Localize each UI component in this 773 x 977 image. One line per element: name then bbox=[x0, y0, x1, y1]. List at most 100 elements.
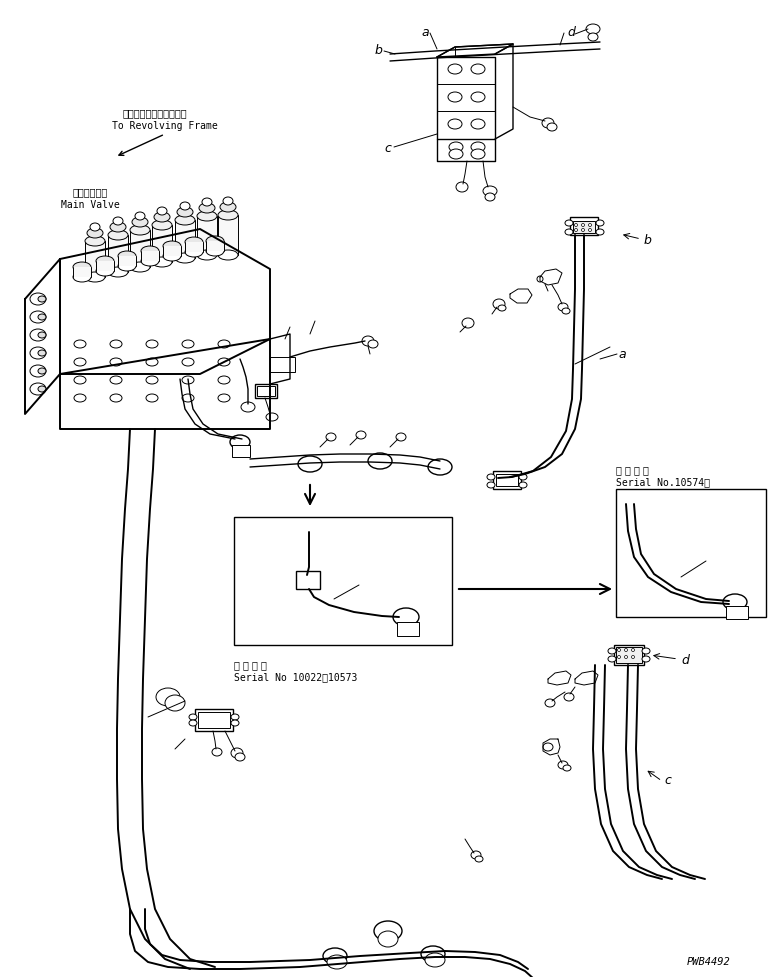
Ellipse shape bbox=[608, 657, 616, 662]
Ellipse shape bbox=[327, 956, 347, 969]
Ellipse shape bbox=[206, 236, 224, 247]
Ellipse shape bbox=[212, 748, 222, 756]
Ellipse shape bbox=[85, 236, 105, 247]
Ellipse shape bbox=[471, 143, 485, 152]
Ellipse shape bbox=[326, 434, 336, 442]
Ellipse shape bbox=[223, 197, 233, 206]
Ellipse shape bbox=[152, 221, 172, 231]
Ellipse shape bbox=[396, 434, 406, 442]
Ellipse shape bbox=[146, 395, 158, 403]
Bar bbox=[255, 385, 277, 399]
Ellipse shape bbox=[471, 120, 485, 130]
Ellipse shape bbox=[74, 376, 86, 385]
Ellipse shape bbox=[356, 432, 366, 440]
Bar bbox=[163, 247, 181, 257]
Ellipse shape bbox=[118, 252, 136, 262]
Ellipse shape bbox=[141, 247, 159, 257]
Bar bbox=[197, 217, 217, 256]
Ellipse shape bbox=[588, 225, 591, 228]
Ellipse shape bbox=[74, 359, 86, 366]
Bar bbox=[573, 222, 595, 234]
Text: Main Valve: Main Valve bbox=[60, 199, 119, 210]
Ellipse shape bbox=[378, 931, 398, 947]
Ellipse shape bbox=[30, 365, 46, 378]
Ellipse shape bbox=[537, 276, 543, 282]
Bar bbox=[175, 221, 195, 259]
Ellipse shape bbox=[625, 656, 628, 658]
Ellipse shape bbox=[197, 251, 217, 261]
Text: c: c bbox=[384, 142, 391, 154]
Ellipse shape bbox=[108, 268, 128, 277]
Ellipse shape bbox=[632, 656, 635, 658]
Ellipse shape bbox=[177, 208, 193, 218]
Text: d: d bbox=[681, 653, 689, 665]
Ellipse shape bbox=[596, 230, 604, 235]
Ellipse shape bbox=[230, 436, 250, 449]
Ellipse shape bbox=[642, 657, 650, 662]
Bar bbox=[185, 242, 203, 253]
Ellipse shape bbox=[231, 714, 239, 720]
Ellipse shape bbox=[154, 213, 170, 223]
Ellipse shape bbox=[38, 351, 46, 357]
Ellipse shape bbox=[38, 368, 46, 374]
Ellipse shape bbox=[110, 376, 122, 385]
Ellipse shape bbox=[618, 649, 621, 652]
Ellipse shape bbox=[231, 748, 243, 758]
Ellipse shape bbox=[564, 694, 574, 701]
Ellipse shape bbox=[558, 761, 568, 769]
Bar bbox=[616, 648, 642, 663]
Ellipse shape bbox=[475, 856, 483, 862]
Ellipse shape bbox=[189, 720, 197, 726]
Ellipse shape bbox=[180, 203, 190, 211]
Ellipse shape bbox=[38, 297, 46, 303]
Ellipse shape bbox=[175, 216, 195, 226]
Ellipse shape bbox=[146, 359, 158, 366]
Ellipse shape bbox=[113, 218, 123, 226]
Ellipse shape bbox=[157, 208, 167, 216]
Ellipse shape bbox=[428, 459, 452, 476]
Ellipse shape bbox=[108, 231, 128, 240]
Bar bbox=[85, 241, 105, 277]
Ellipse shape bbox=[421, 946, 445, 962]
Ellipse shape bbox=[96, 257, 114, 267]
Ellipse shape bbox=[218, 211, 238, 221]
Text: a: a bbox=[618, 348, 626, 361]
Text: 適 用 号 機: 適 用 号 機 bbox=[616, 464, 649, 475]
Ellipse shape bbox=[563, 765, 571, 771]
Text: PWB4492: PWB4492 bbox=[686, 956, 730, 966]
Ellipse shape bbox=[362, 337, 374, 347]
Ellipse shape bbox=[448, 64, 462, 75]
Text: d: d bbox=[567, 25, 575, 38]
Ellipse shape bbox=[368, 453, 392, 470]
Ellipse shape bbox=[519, 483, 527, 488]
Text: To Revolving Frame: To Revolving Frame bbox=[112, 121, 218, 131]
Ellipse shape bbox=[165, 696, 185, 711]
Ellipse shape bbox=[30, 312, 46, 323]
Ellipse shape bbox=[206, 247, 224, 257]
Ellipse shape bbox=[146, 341, 158, 349]
Ellipse shape bbox=[547, 124, 557, 132]
Ellipse shape bbox=[618, 656, 621, 658]
Ellipse shape bbox=[141, 257, 159, 267]
Ellipse shape bbox=[163, 252, 181, 262]
Ellipse shape bbox=[30, 348, 46, 360]
Bar bbox=[195, 709, 233, 731]
Bar bbox=[257, 387, 275, 397]
Ellipse shape bbox=[449, 143, 463, 152]
Text: b: b bbox=[643, 234, 651, 246]
Ellipse shape bbox=[197, 212, 217, 222]
Bar bbox=[614, 646, 644, 665]
Ellipse shape bbox=[110, 395, 122, 403]
Bar bbox=[73, 268, 91, 277]
Ellipse shape bbox=[199, 204, 215, 214]
Ellipse shape bbox=[581, 225, 584, 228]
Ellipse shape bbox=[456, 183, 468, 192]
Text: Serial No.10574～: Serial No.10574～ bbox=[616, 477, 710, 487]
Bar bbox=[570, 218, 598, 235]
Bar bbox=[141, 252, 159, 262]
Ellipse shape bbox=[588, 230, 591, 233]
Ellipse shape bbox=[73, 273, 91, 282]
Ellipse shape bbox=[152, 258, 172, 268]
Ellipse shape bbox=[110, 341, 122, 349]
Bar bbox=[118, 257, 136, 267]
